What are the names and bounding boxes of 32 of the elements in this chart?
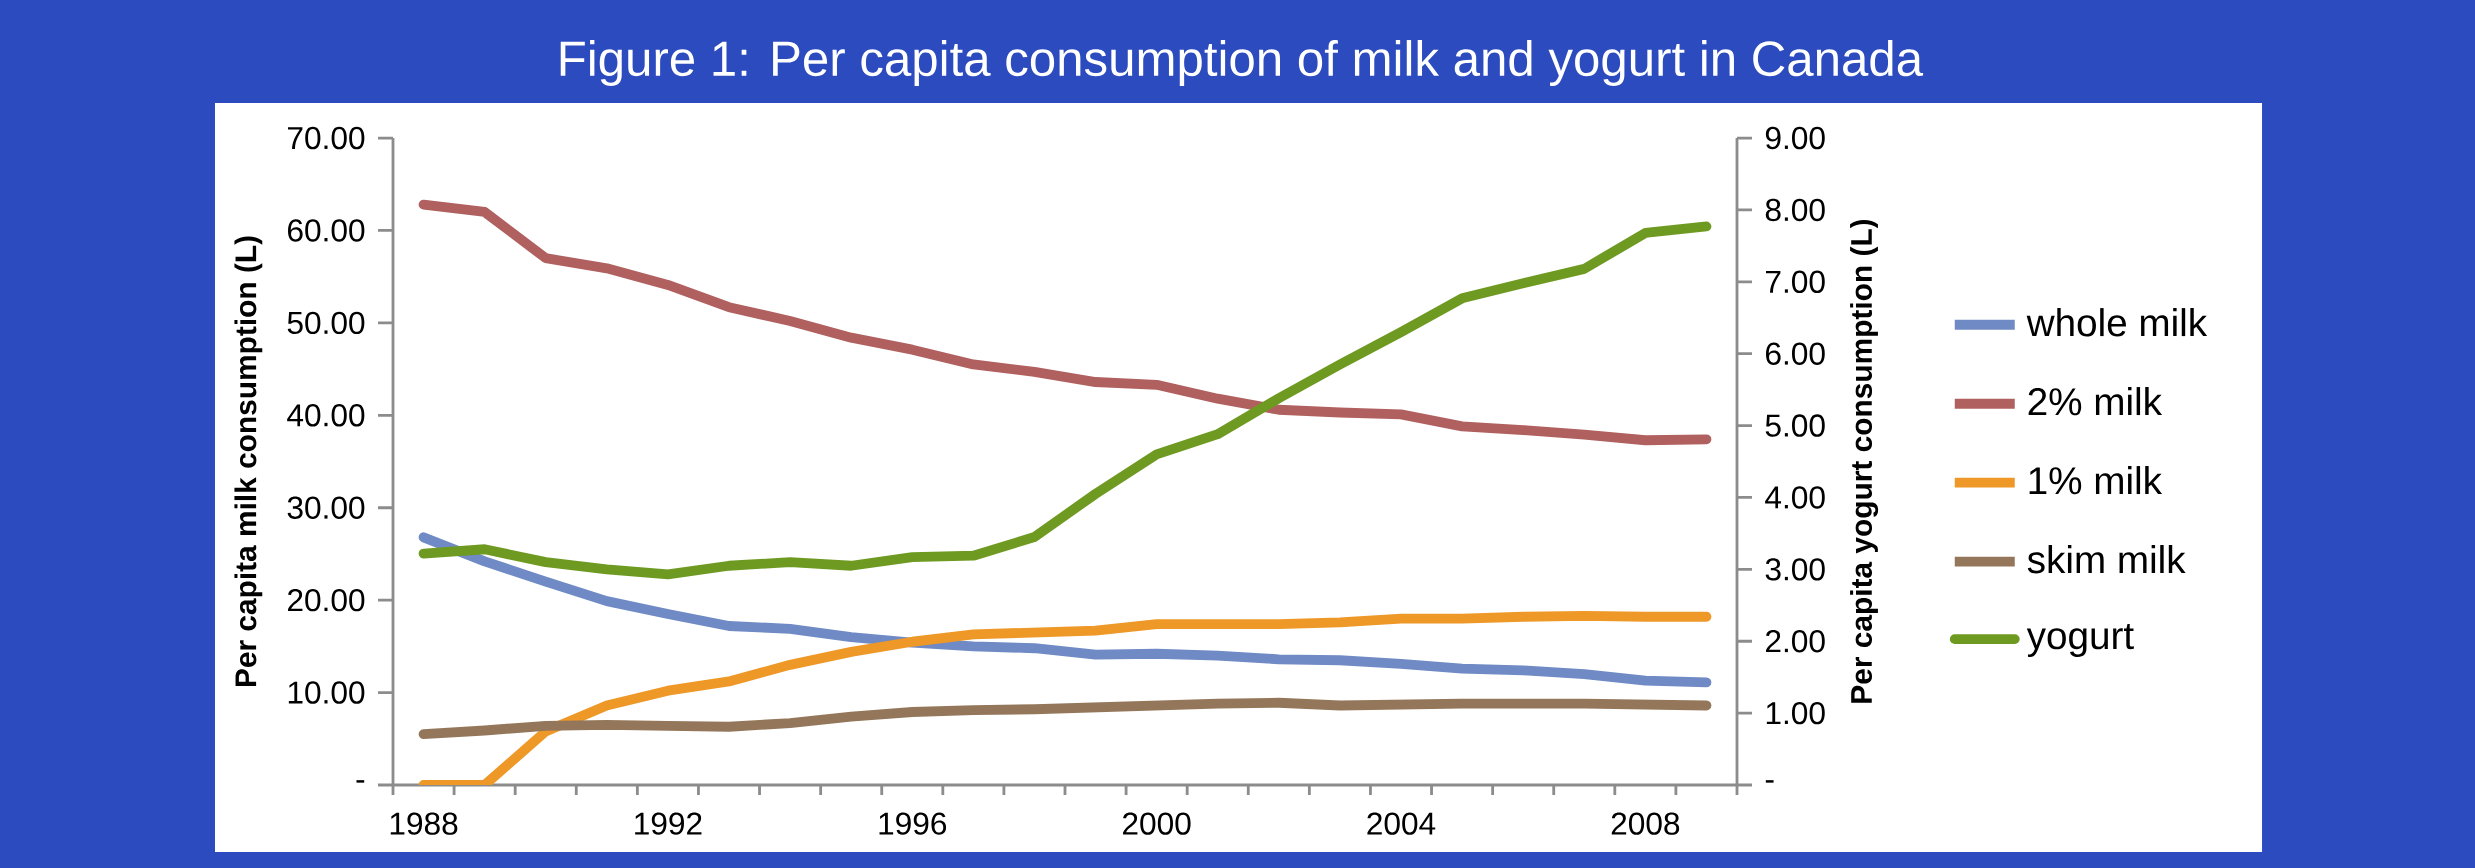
x-tick-label: 2000	[1123, 812, 1191, 835]
x-tick-label: 1992	[635, 812, 702, 835]
legend-label: 2% milk	[2028, 387, 2163, 416]
y2-tick-label: 2.00	[1766, 630, 1825, 653]
y2-tick-label: 8.00	[1765, 198, 1825, 222]
y-tick-label: 50.00	[287, 311, 365, 335]
x-tick-label: 2004	[1367, 812, 1436, 835]
legend-label: skim milk	[2027, 545, 2186, 574]
y2-tick-label: 9.00	[1765, 126, 1825, 150]
y-tick-label: -	[356, 780, 365, 783]
legend-label: whole milk	[2026, 308, 2208, 337]
legend-label: yogurt	[2026, 624, 2134, 657]
y-tick-label: 60.00	[288, 219, 365, 242]
y2-tick-label: 4.00	[1765, 486, 1825, 509]
y2-axis-title: Per capita yogurt consumption (L)	[1850, 219, 1879, 703]
y2-tick-label: -	[1765, 780, 1774, 783]
y-tick-label: 40.00	[287, 404, 365, 427]
y2-tick-label: 1.00	[1766, 701, 1825, 725]
y-tick-label: 70.00	[288, 126, 365, 150]
chart-title: Figure 1: Per capita consumption of milk and yogurt in Canada	[560, 40, 1924, 86]
x-tick-label: 1996	[879, 812, 947, 835]
y2-tick-label: 5.00	[1765, 414, 1825, 437]
y2-tick-label: 3.00	[1765, 558, 1825, 581]
y-tick-label: 10.00	[288, 681, 365, 704]
y2-tick-label: 7.00	[1766, 270, 1825, 294]
y2-tick-label: 6.00	[1766, 342, 1825, 365]
legend-label: 1% milk	[2029, 466, 2163, 495]
x-tick-label: 2008	[1611, 812, 1680, 835]
y-tick-label: 30.00	[287, 496, 365, 519]
y-axis-title: Per capita milk consumption (L)	[234, 236, 263, 687]
x-tick-label: 1988	[390, 812, 458, 835]
y-tick-label: 20.00	[288, 588, 365, 612]
